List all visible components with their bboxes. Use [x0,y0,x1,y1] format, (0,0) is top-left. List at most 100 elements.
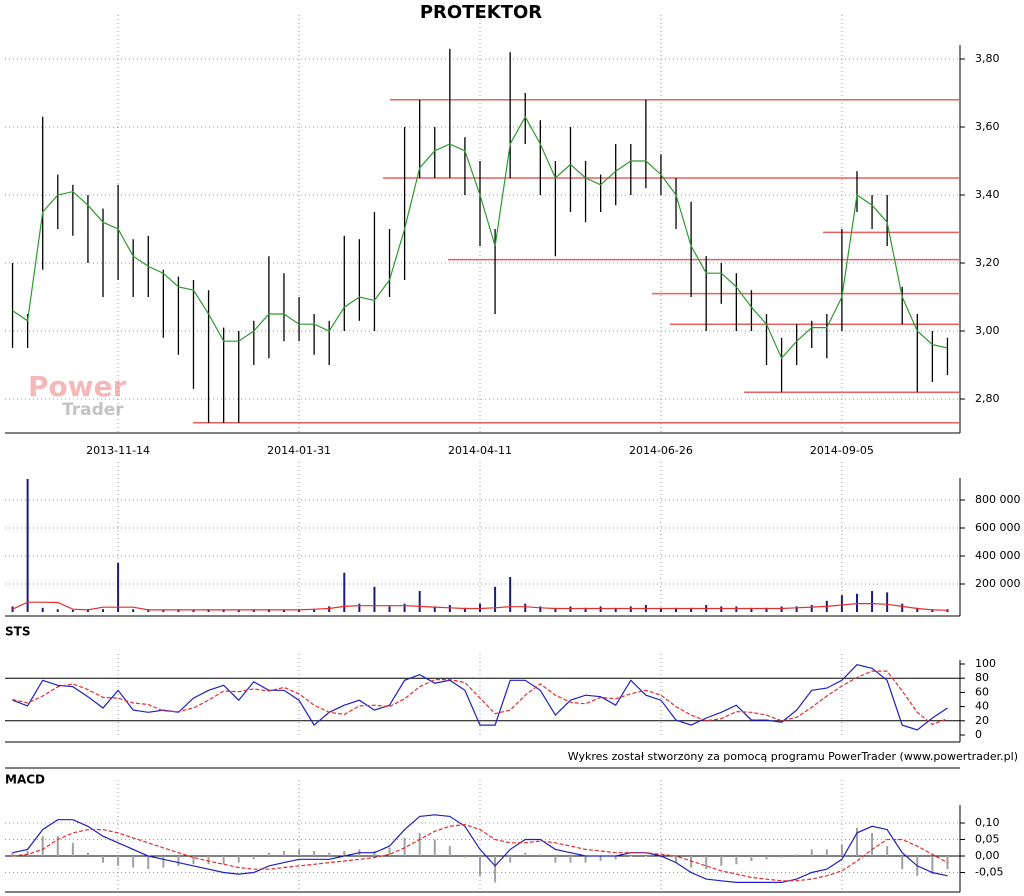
histogram-bar [463,856,466,858]
volume-bar [675,607,678,612]
x-tick-label: 2014-01-31 [267,444,331,457]
chart-title: STS [5,625,30,639]
histogram-bar [840,844,843,856]
y-tick-label: 100 [975,657,996,670]
histogram-bar [252,856,255,860]
histogram-bar [162,856,165,868]
histogram-bar [629,856,632,857]
histogram-bar [599,856,602,861]
volume-bar [373,586,376,612]
volume-bar [931,609,934,612]
y-tick-label: 0,05 [975,833,1000,846]
histogram-bar [569,856,572,863]
histogram-bar [56,836,59,856]
histogram-bar [659,856,662,858]
volume-bar [494,586,497,612]
volume-bar [810,605,813,612]
volume-bar [343,572,346,612]
volume-bar [207,609,210,612]
y-tick-label: 3,20 [975,256,1000,269]
histogram-bar [765,856,768,860]
histogram-bar [11,852,14,856]
volume-bar [162,609,165,612]
volume-bar [524,603,527,612]
volume-bar [855,593,858,612]
histogram-bar [192,856,195,865]
volume-bar [358,603,361,612]
histogram-bar [795,854,798,856]
volume-bar [886,592,889,612]
histogram-bar [41,836,44,856]
histogram-bar [26,851,29,856]
volume-bar [916,607,919,612]
volume-bar [539,606,542,612]
y-tick-label: 600 000 [975,521,1021,534]
y-tick-label: 40 [975,700,989,713]
histogram-bar [614,856,617,860]
y-tick-label: 20 [975,714,989,727]
volume-bar [298,609,301,612]
volume-bar [267,609,270,612]
x-tick-label: 2013-11-14 [86,444,150,457]
histogram-bar [147,856,150,870]
histogram-bar [222,856,225,865]
footer: Wykres został stworzony za pomocą progra… [568,750,1018,763]
histogram-bar [132,856,135,868]
histogram-bar [298,849,301,856]
histogram-bar [267,852,270,856]
histogram-bar [584,856,587,863]
volume-bar [26,479,29,612]
histogram-bar [720,856,723,866]
histogram-bar [825,849,828,856]
histogram-bar [207,856,210,865]
volume-bar [629,606,632,612]
y-tick-label: 200 000 [975,577,1021,590]
volume-bar [871,591,874,612]
volume-bar [56,609,59,612]
histogram-bar [117,856,120,866]
volume-bar [599,606,602,612]
histogram-bar [86,852,89,856]
histogram-bar [177,856,180,866]
volume-bar [403,603,406,612]
watermark-power: Power [28,370,127,403]
histogram-bar [886,846,889,856]
volume-bar [569,606,572,612]
volume-bar [418,591,421,612]
volume-bar [463,607,466,612]
histogram-bar [313,851,316,856]
series-line [12,670,948,726]
volume-bar [735,606,738,612]
y-tick-label: 3,00 [975,324,1000,337]
histogram-bar [554,856,557,863]
y-tick-label: -0,05 [975,866,1003,879]
volume-bar [147,609,150,612]
histogram-bar [901,856,904,870]
histogram-bar [479,856,481,876]
volume-bar [177,609,180,612]
y-tick-label: 0,00 [975,849,1000,862]
volume-bar [117,563,120,612]
watermark-trader: Trader [62,400,124,420]
volume-bar [509,577,512,612]
histogram-bar [433,839,436,856]
histogram-bar [705,856,708,870]
series-line [12,601,948,611]
series-line [12,823,948,882]
volume-bar [237,609,240,612]
histogram-bar [644,856,647,857]
volume-bar [901,603,904,612]
x-tick-label: 2014-06-26 [629,444,693,457]
volume-bar [102,609,105,612]
volume-bar [780,606,783,612]
volume-bar [86,609,89,612]
volume-bar [690,607,693,612]
volume-bar [132,609,135,612]
histogram-bar [735,856,738,865]
histogram-bar [448,846,451,856]
volume-bar [659,607,662,612]
histogram-bar [403,837,406,856]
